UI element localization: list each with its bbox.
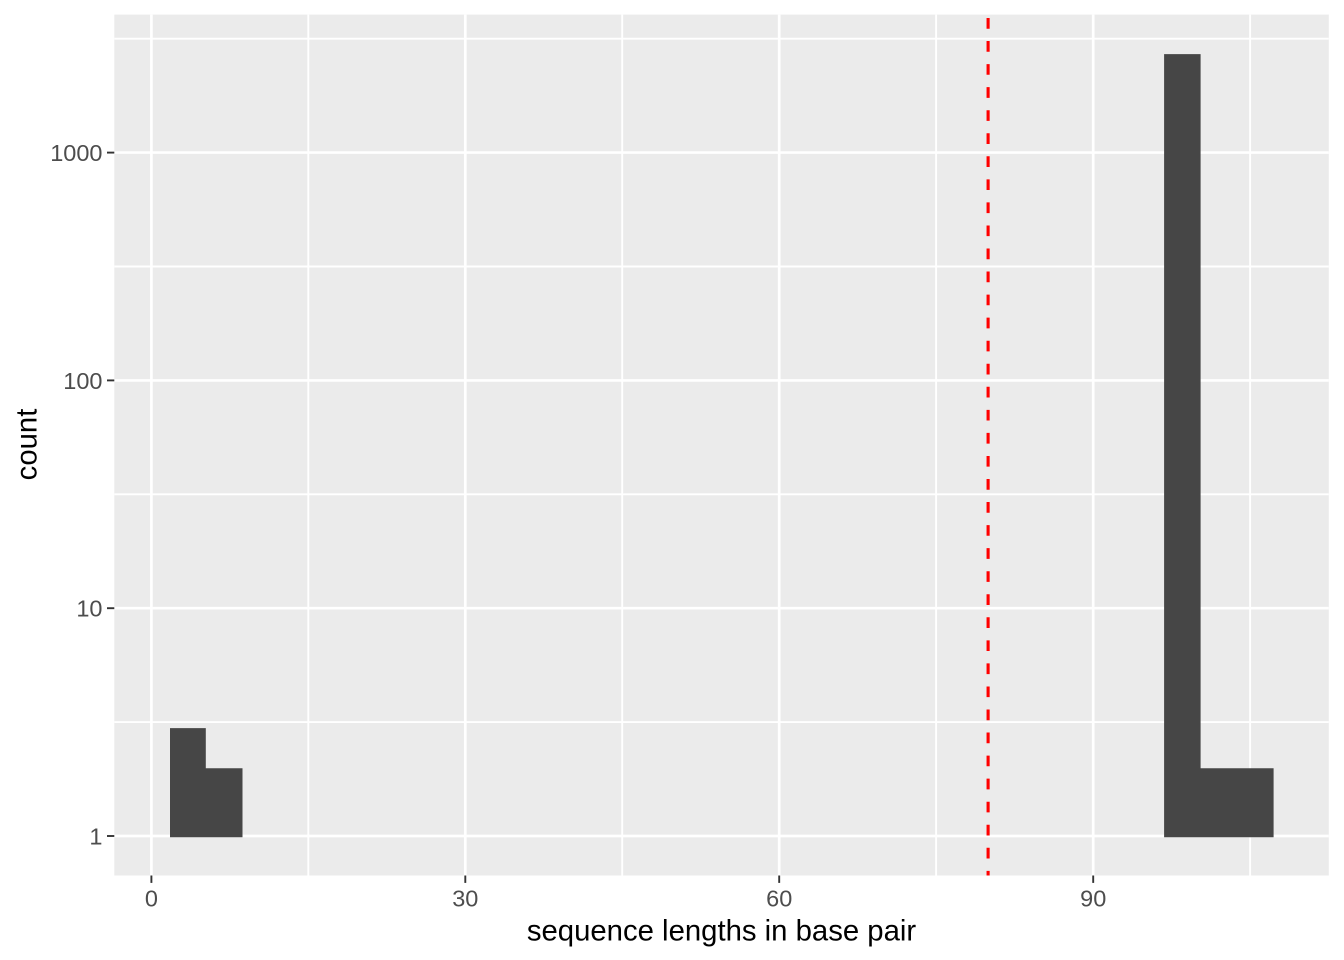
svg-text:sequence lengths in base pair: sequence lengths in base pair <box>527 914 917 947</box>
svg-text:1000: 1000 <box>50 140 102 166</box>
svg-text:100: 100 <box>63 368 102 394</box>
svg-text:30: 30 <box>452 885 478 911</box>
svg-text:10: 10 <box>76 596 102 622</box>
svg-text:60: 60 <box>766 885 792 911</box>
svg-text:90: 90 <box>1080 885 1106 911</box>
svg-text:0: 0 <box>145 885 158 911</box>
svg-text:1: 1 <box>89 823 102 849</box>
svg-text:count: count <box>10 409 43 481</box>
